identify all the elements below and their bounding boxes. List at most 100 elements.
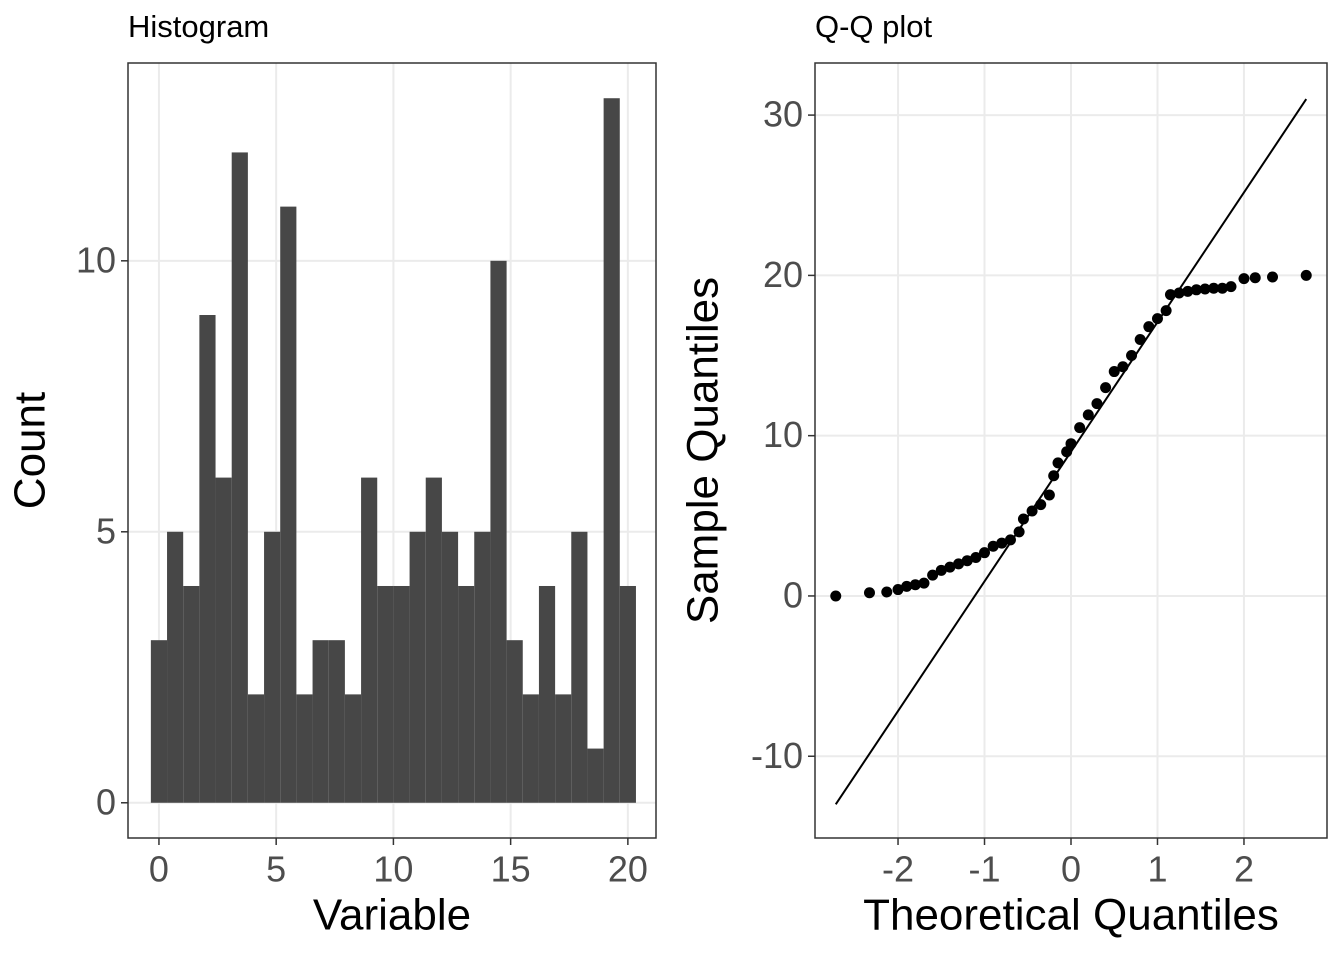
point [970, 551, 982, 563]
y-tick-label: -10 [751, 735, 803, 776]
y-tick-label: 0 [96, 781, 116, 822]
bar [490, 260, 507, 803]
point [935, 564, 947, 576]
point [1267, 271, 1279, 283]
x-tick-label: 5 [266, 849, 286, 890]
y-tick-label: 30 [763, 94, 803, 135]
x-axis-title: Theoretical Quantiles [863, 891, 1279, 940]
bar [587, 748, 604, 803]
x-tick-label: 0 [1061, 849, 1081, 890]
bar [167, 531, 184, 803]
point [918, 577, 930, 589]
x-tick-label: 20 [608, 849, 648, 890]
point [1004, 534, 1016, 546]
point [1249, 272, 1261, 284]
bar [312, 640, 329, 803]
y-tick-label: 5 [96, 510, 116, 551]
point [1126, 350, 1138, 362]
point [1173, 287, 1185, 299]
bar [393, 585, 410, 803]
point [1199, 283, 1211, 295]
bar [183, 585, 200, 803]
y-tick-label: 10 [763, 414, 803, 455]
panel-border [814, 62, 1328, 839]
point [1108, 366, 1120, 378]
point [1074, 422, 1086, 434]
bar [199, 315, 216, 803]
point [1043, 489, 1055, 501]
bar [538, 585, 556, 803]
bar [328, 640, 345, 803]
point [1216, 282, 1228, 294]
x-tick-label: 0 [149, 849, 169, 890]
point [1143, 321, 1155, 333]
bar [247, 694, 265, 803]
point [901, 580, 913, 592]
y-tick-label: 20 [763, 254, 803, 295]
point [909, 579, 921, 591]
bar [150, 640, 168, 803]
point [1160, 305, 1172, 317]
point [1117, 361, 1129, 373]
point [1225, 281, 1237, 293]
point [1208, 282, 1220, 294]
point [1013, 526, 1025, 538]
x-axis-title: Variable [313, 891, 471, 940]
bar [344, 694, 362, 803]
point [979, 547, 991, 559]
bar [280, 206, 297, 803]
point [1238, 273, 1250, 285]
bar [264, 531, 281, 803]
bar [619, 585, 636, 803]
y-axis-title: Count [6, 392, 55, 509]
point [1048, 470, 1060, 482]
point [1151, 313, 1163, 325]
point [953, 558, 965, 570]
bar [215, 477, 232, 803]
x-tick-label: 10 [373, 849, 413, 890]
bar [441, 531, 459, 803]
y-axis-title: Sample Quantiles [679, 277, 728, 624]
x-tick-label: -2 [882, 849, 914, 890]
bar [425, 477, 442, 803]
bar [555, 694, 572, 803]
point [1065, 438, 1077, 450]
bar [603, 98, 620, 803]
point [996, 537, 1008, 549]
point [1100, 382, 1112, 394]
chart-title: Q-Q plot [815, 9, 933, 44]
point [881, 586, 893, 598]
bar [522, 694, 539, 803]
y-tick-label: 0 [783, 574, 803, 615]
point [1026, 505, 1038, 517]
bar [361, 477, 378, 803]
point [1091, 398, 1103, 410]
y-tick-label: 10 [76, 239, 116, 280]
x-tick-label: 2 [1234, 849, 1254, 890]
chart-title: Histogram [128, 9, 269, 44]
point [961, 555, 973, 567]
bar [458, 585, 475, 803]
point [1082, 409, 1094, 421]
point [1017, 513, 1029, 525]
bar [474, 531, 491, 803]
point [1300, 269, 1312, 281]
panel-border [127, 62, 657, 839]
bar [506, 640, 523, 803]
point [987, 540, 999, 552]
point [944, 561, 956, 573]
point [863, 587, 875, 599]
point [830, 590, 842, 602]
point [892, 584, 904, 596]
bar [409, 531, 426, 803]
point [1190, 284, 1202, 296]
x-tick-label: 15 [491, 849, 531, 890]
point [1134, 333, 1146, 345]
x-tick-label: -1 [969, 849, 1001, 890]
point [1035, 499, 1047, 511]
bar [231, 152, 248, 803]
point [927, 569, 939, 581]
point [1164, 289, 1176, 301]
bar [571, 531, 588, 803]
